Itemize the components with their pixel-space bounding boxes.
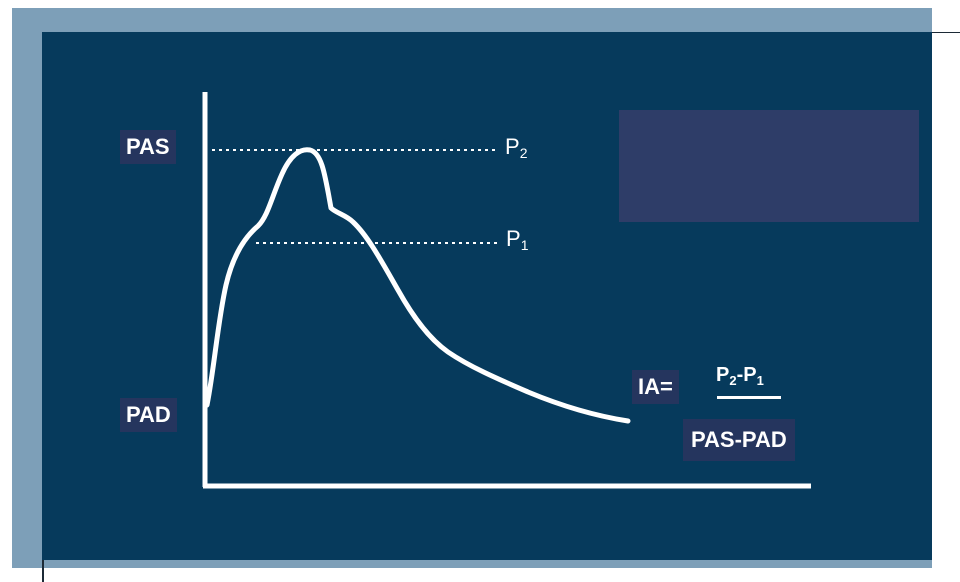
p1-subscript: 1 [520, 237, 529, 253]
pad-label-text: PAD [126, 402, 171, 427]
formula-lhs: IA= [632, 370, 679, 404]
p2-subscript: 2 [519, 145, 528, 161]
formula-numerator: P2-P1 [716, 365, 764, 387]
frame-edge-line [932, 32, 960, 33]
numerator-p1-subscript: 1 [756, 373, 764, 388]
formula-fraction-bar [717, 396, 781, 399]
pas-label-text: PAS [126, 134, 170, 159]
placeholder-box [619, 110, 919, 222]
numerator-p2-letter: P [716, 364, 730, 386]
pas-label: PAS [120, 130, 176, 164]
pressure-waveform-curve [204, 147, 631, 424]
frame-edge-line [42, 560, 44, 582]
formula-denominator: PAS-PAD [683, 419, 795, 461]
formula-lhs-text: IA= [638, 374, 673, 399]
p1-letter: P [506, 226, 521, 251]
numerator-p1-letter: P [743, 364, 757, 386]
p1-label: P1 [506, 226, 529, 253]
p2-label: P2 [505, 134, 528, 161]
numerator-separator: - [736, 364, 744, 386]
pad-label: PAD [120, 398, 177, 432]
formula-denominator-text: PAS-PAD [691, 427, 787, 452]
numerator-p2-subscript: 2 [729, 373, 737, 388]
p2-letter: P [505, 134, 520, 159]
